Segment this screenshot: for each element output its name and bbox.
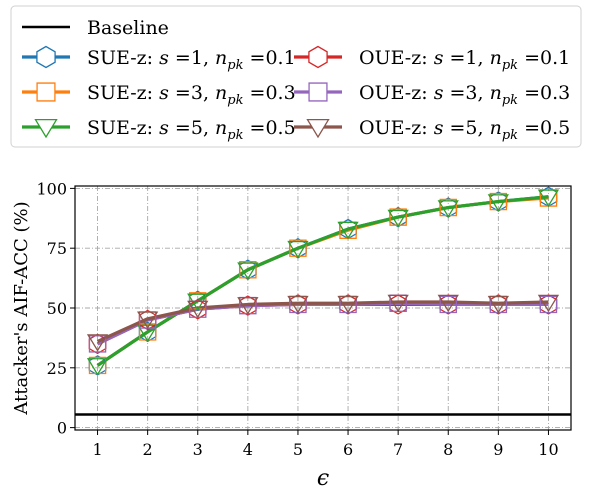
y-axis-label: Attacker's AIF-ACC (%)	[11, 201, 32, 415]
series-6	[96, 300, 549, 343]
data-point	[86, 358, 109, 376]
legend-label: SUE-z: s =5, npk =0.5	[87, 117, 296, 143]
legend-marker	[306, 119, 330, 139]
data-point	[88, 356, 107, 375]
legend-label: OUE-z: s =3, npk =0.3	[359, 82, 570, 108]
series-line	[96, 300, 549, 343]
data-point	[489, 192, 508, 211]
legend-label: Baseline	[87, 17, 169, 39]
data-point	[387, 209, 409, 228]
x-tick-label: 1	[92, 440, 102, 459]
x-tick-label: 2	[143, 440, 153, 459]
data-point	[86, 334, 109, 352]
data-point	[437, 294, 459, 313]
data-point	[287, 240, 309, 259]
legend-item-baseline: Baseline	[22, 17, 169, 39]
series-markers-6	[86, 294, 560, 352]
series-markers-3	[86, 189, 560, 376]
x-tick-label: 8	[443, 440, 453, 459]
data-point	[439, 198, 457, 217]
x-tick-label: 7	[393, 440, 403, 459]
x-axis-label: ϵ	[317, 466, 329, 491]
y-tick-label: 50	[47, 299, 67, 318]
data-point	[487, 295, 510, 314]
series-line	[96, 195, 549, 367]
legend-label: SUE-z: s =1, npk =0.1	[87, 47, 296, 73]
legend-item-6: OUE-z: s =5, npk =0.5	[294, 117, 570, 143]
legend-label: SUE-z: s =3, npk =0.3	[87, 82, 296, 108]
y-tick-label: 100	[36, 179, 67, 198]
data-point	[136, 324, 159, 343]
x-tick-label: 6	[343, 440, 353, 459]
data-point	[537, 294, 560, 313]
y-tick-label: 0	[57, 419, 67, 438]
legend-item-1: SUE-z: s =1, npk =0.1	[22, 45, 296, 73]
data-point	[487, 194, 510, 212]
data-point	[389, 208, 407, 226]
legend-item-5: OUE-z: s =3, npk =0.3	[294, 82, 570, 108]
data-point	[387, 294, 409, 313]
x-tick-label: 9	[493, 440, 503, 459]
data-point	[289, 239, 307, 257]
legend-label: OUE-z: s =5, npk =0.5	[359, 117, 570, 143]
x-tick-label: 10	[538, 440, 558, 459]
legend-marker	[34, 119, 58, 139]
legend-marker	[308, 82, 328, 102]
y-tick-label: 25	[47, 359, 67, 378]
data-point	[237, 297, 259, 315]
legend-frame	[10, 5, 582, 148]
x-tick-label: 5	[293, 440, 303, 459]
data-point	[237, 262, 259, 281]
data-point	[437, 200, 459, 218]
data-point	[539, 295, 558, 314]
data-point	[337, 221, 359, 240]
x-tick-label: 3	[193, 440, 203, 459]
legend-marker	[36, 45, 56, 69]
legend: Baseline SUE-z: s =1, npk =0.1 SUE-z: s =3…	[10, 5, 582, 148]
legend-marker	[308, 45, 328, 69]
legend-item-4: OUE-z: s =1, npk =0.1	[294, 45, 570, 73]
data-point	[88, 335, 107, 353]
data-point	[337, 295, 359, 314]
x-tick-label: 4	[243, 440, 253, 459]
data-point	[287, 295, 309, 314]
data-point	[136, 311, 159, 330]
legend-item-2: SUE-z: s =3, npk =0.3	[22, 82, 296, 108]
legend-label: OUE-z: s =1, npk =0.1	[359, 47, 570, 73]
data-point	[537, 189, 560, 208]
data-point	[239, 260, 257, 279]
data-point	[187, 300, 209, 319]
data-point	[439, 295, 457, 314]
legend-item-3: SUE-z: s =5, npk =0.5	[22, 117, 296, 143]
legend-marker	[36, 82, 56, 102]
series-3	[96, 195, 549, 367]
y-tick-label: 75	[47, 239, 67, 258]
